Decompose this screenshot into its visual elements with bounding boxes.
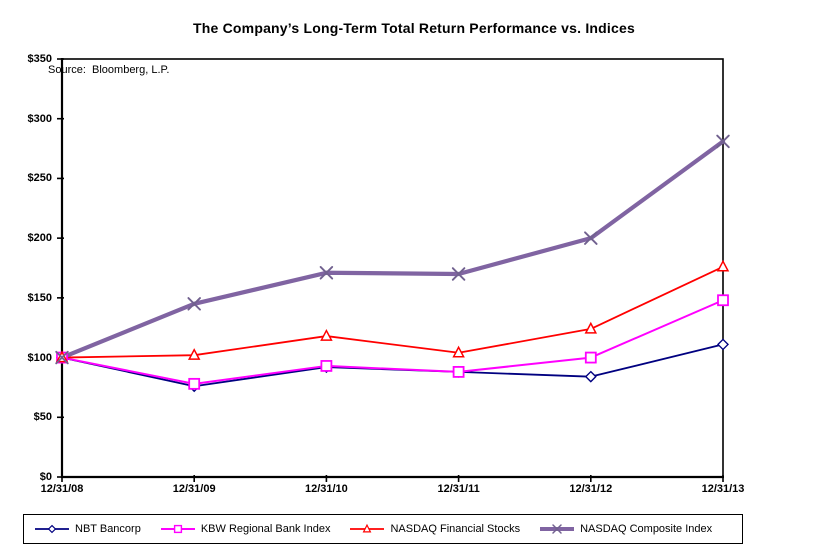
marker-nasdaq-financial-stocks <box>716 259 730 272</box>
y-tick-label: $350 <box>27 53 52 65</box>
y-tick-label: $250 <box>27 172 52 185</box>
x-tick-label: 12/31/13 <box>701 483 745 495</box>
y-tick-label: $100 <box>27 351 52 364</box>
legend-label: NBT Bancorp <box>75 523 141 535</box>
x-tick-label: 12/31/12 <box>569 483 613 495</box>
y-tick-label: $50 <box>33 411 52 424</box>
y-tick-label: $200 <box>27 232 52 245</box>
x-tick-label: 12/31/10 <box>304 483 348 495</box>
series-line-nasdaq-financial-stocks <box>61 265 724 359</box>
x-tick-label: 12/31/08 <box>40 483 84 495</box>
legend-item-nasdaq-financial-stocks: NASDAQ Financial Stocks <box>349 522 520 536</box>
series-line-nasdaq-composite-index <box>59 139 726 360</box>
legend-item-nbt-bancorp: NBT Bancorp <box>34 522 141 536</box>
legend-item-nasdaq-composite-index: NASDAQ Composite Index <box>539 522 712 536</box>
legend-marker-diamond-icon <box>35 524 69 534</box>
legend-label: NASDAQ Financial Stocks <box>390 523 521 535</box>
marker-nbt-bancorp <box>717 338 729 351</box>
marker-kbw-regional-bank-index <box>188 377 201 390</box>
marker-nbt-bancorp <box>584 370 597 383</box>
marker-nasdaq-composite-index <box>319 266 334 280</box>
legend-item-kbw-regional-bank-index: KBW Regional Bank Index <box>160 522 331 536</box>
marker-kbw-regional-bank-index <box>452 366 465 378</box>
series-line-nbt-bancorp <box>61 343 724 388</box>
marker-nasdaq-financial-stocks <box>584 321 598 334</box>
legend-marker-square-icon <box>160 524 195 534</box>
marker-nasdaq-financial-stocks <box>320 328 333 341</box>
y-tick-label: $0 <box>39 471 52 483</box>
marker-nasdaq-composite-index <box>584 231 598 245</box>
y-tick-label: $150 <box>27 291 52 304</box>
marker-nasdaq-composite-index <box>451 267 466 281</box>
marker-nasdaq-composite-index <box>55 350 69 365</box>
marker-kbw-regional-bank-index <box>717 294 729 307</box>
marker-nasdaq-composite-index <box>187 297 201 311</box>
chart-title: The Company’s Long-Term Total Return Per… <box>193 20 635 36</box>
legend-label: NASDAQ Composite Index <box>580 523 713 535</box>
legend-marker-x-icon <box>540 524 575 534</box>
marker-kbw-regional-bank-index <box>584 351 597 364</box>
legend-label: KBW Regional Bank Index <box>200 523 331 535</box>
marker-nasdaq-financial-stocks <box>187 348 201 360</box>
marker-nasdaq-financial-stocks <box>452 345 465 358</box>
series-line-kbw-regional-bank-index <box>61 299 724 385</box>
x-tick-label: 12/31/11 <box>437 483 480 495</box>
marker-nasdaq-composite-index <box>716 134 730 149</box>
x-tick-label: 12/31/09 <box>172 483 216 495</box>
chart-legend: NBT Bancorp KBW Regional Bank Index NASDAQ… <box>23 514 743 544</box>
marker-kbw-regional-bank-index <box>320 360 333 372</box>
source-note: Source: Bloomberg, L.P. <box>48 64 170 76</box>
y-tick-label: $300 <box>27 112 52 125</box>
plot-border <box>61 58 724 478</box>
legend-marker-triangle-icon <box>350 523 385 533</box>
